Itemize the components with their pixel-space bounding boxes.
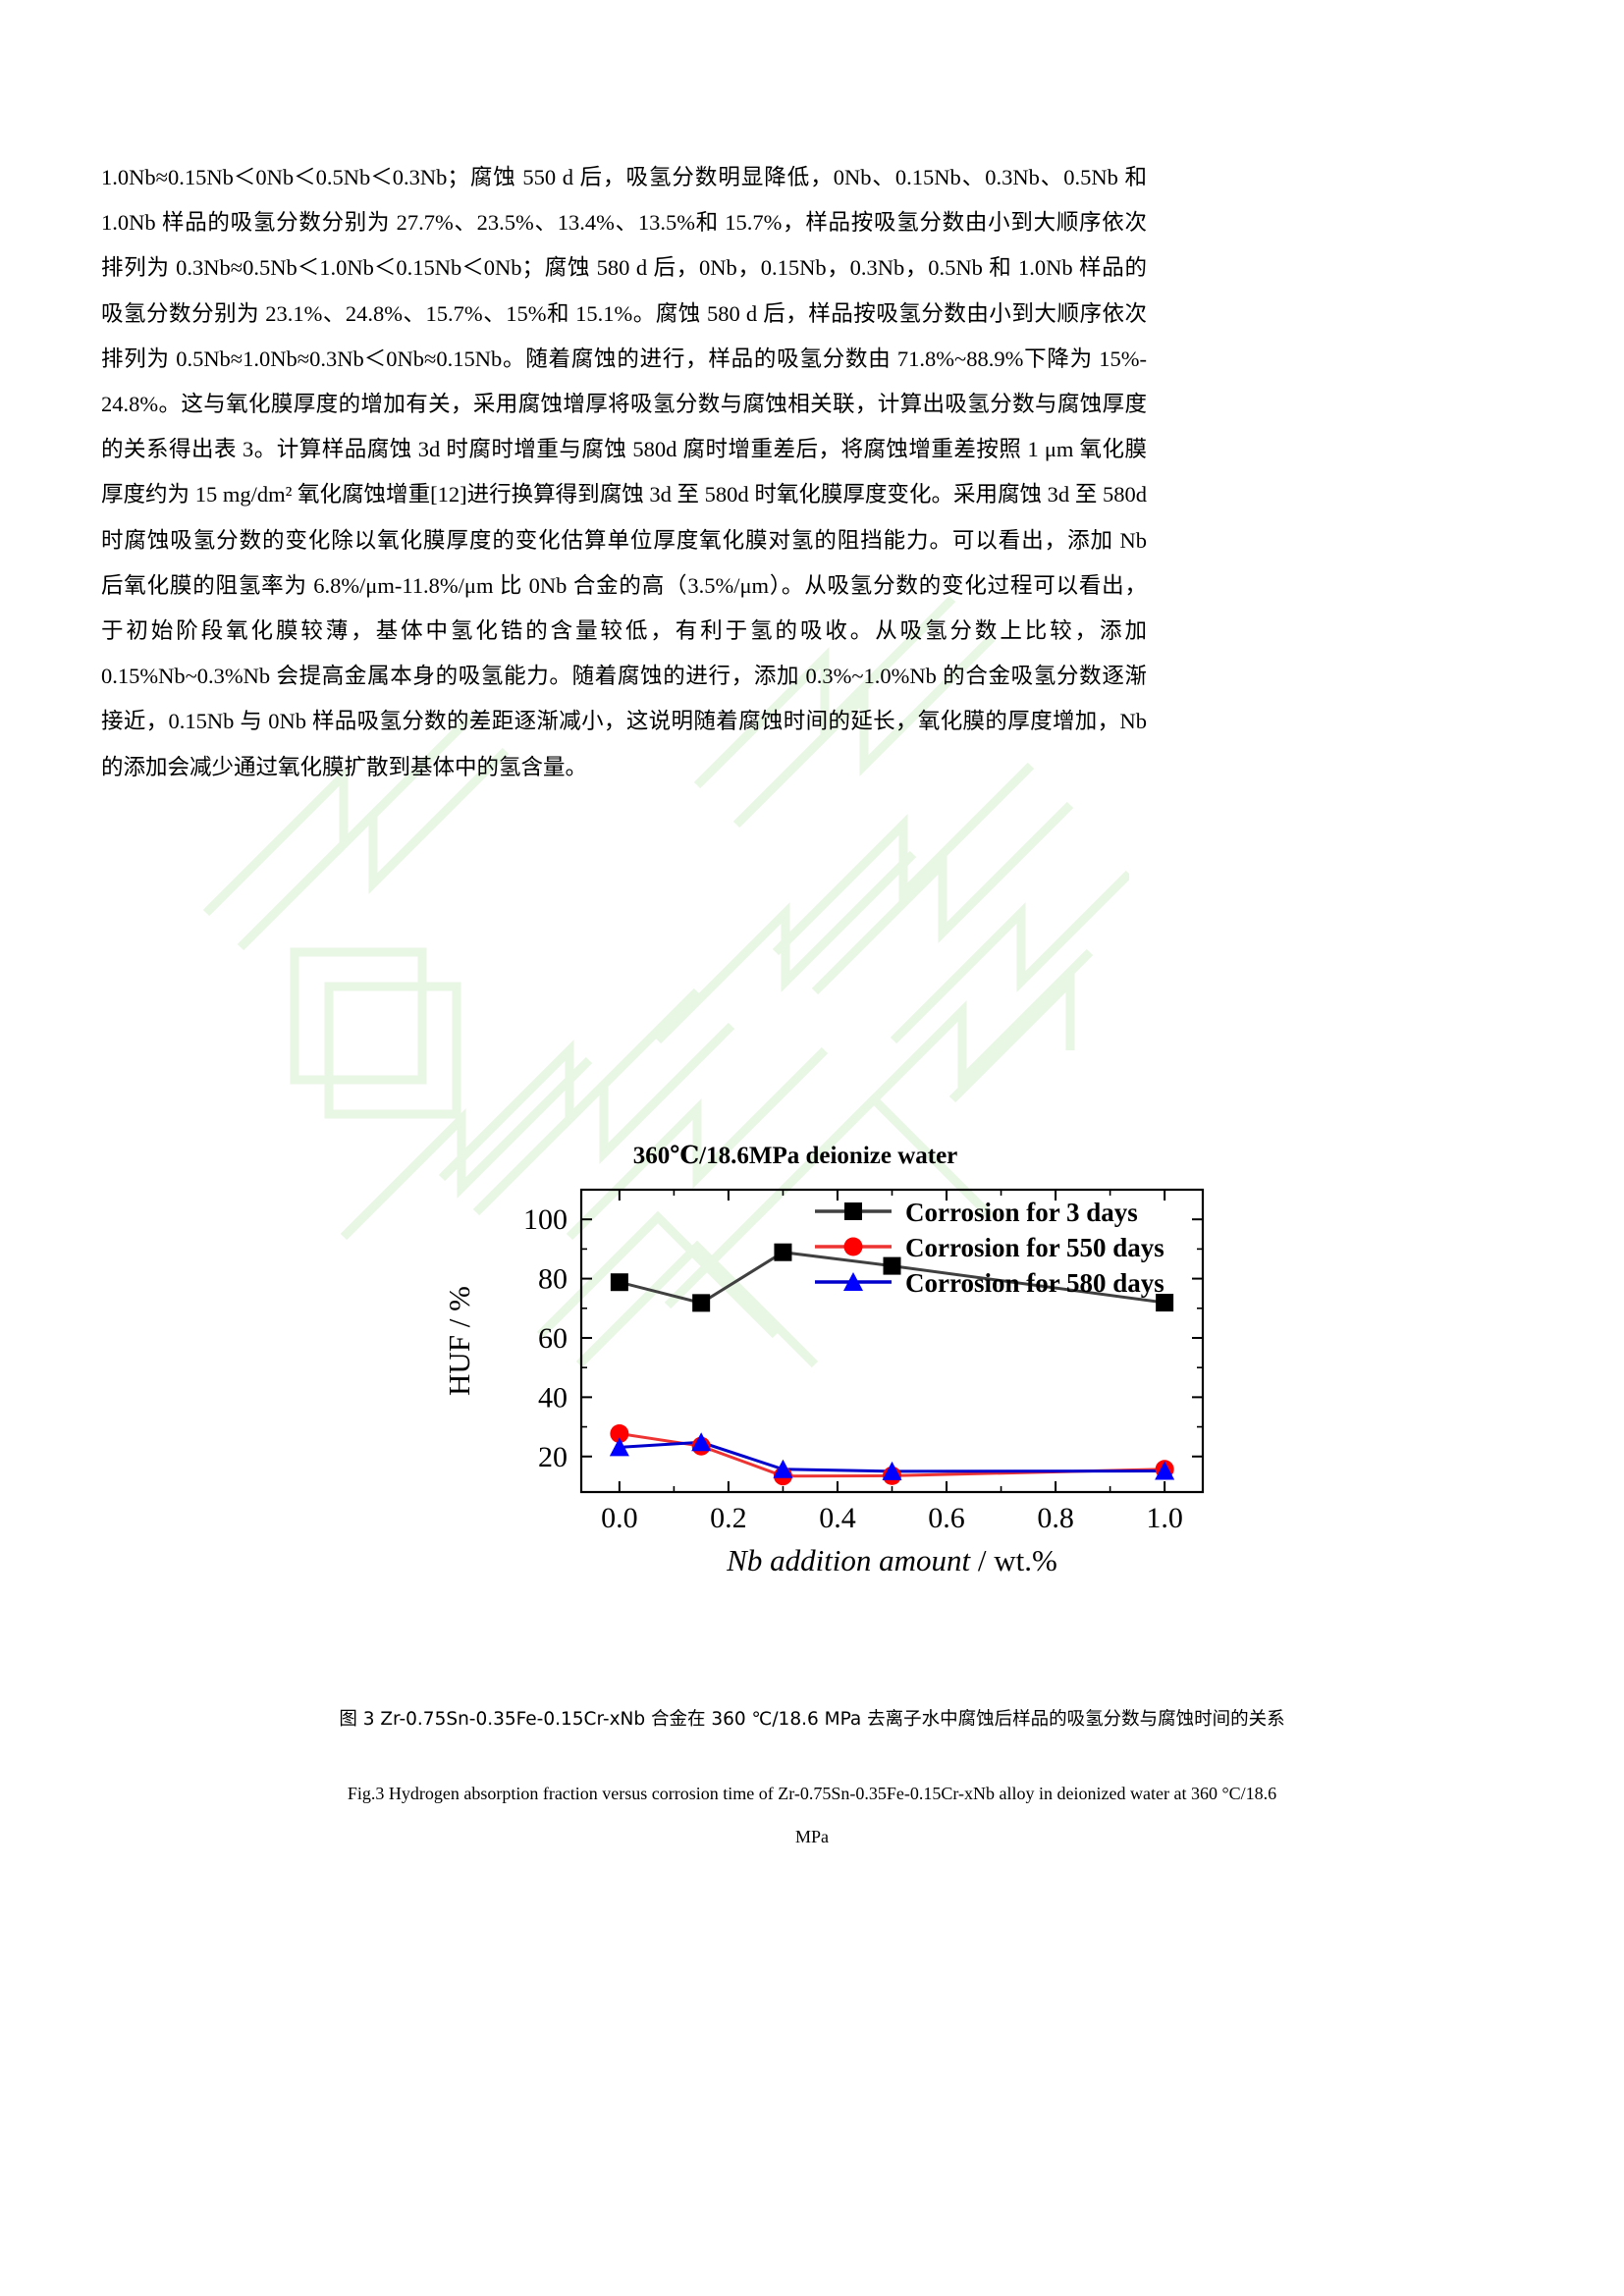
body-line: 接近，0.15Nb 与 0Nb 样品吸氢分数的差距逐渐减小，这说明随着腐蚀时间的… xyxy=(101,709,1147,734)
body-line: 时腐蚀吸氢分数的变化除以氧化膜厚度的变化估算单位厚度氧化膜对氢的阻挡能力。可以看… xyxy=(101,527,1147,553)
legend-entry: Corrosion for 580 days xyxy=(815,1268,1164,1298)
body-line: 于初始阶段氧化膜较薄，基体中氢化锆的含量较低，有利于氢的吸收。从吸氢分数上比较，… xyxy=(101,618,1147,644)
legend-label: Corrosion for 550 days xyxy=(905,1233,1164,1262)
chart-plot-area: 20 40 60 80 100 0.0 0.2 0.4 0.6 0.8 1.0 HUF / % Nb a… xyxy=(353,1168,1237,1577)
data-marker xyxy=(610,1424,629,1444)
body-line: 1.0Nb≈0.15Nb＜0Nb＜0.5Nb＜0.3Nb；腐蚀 550 d 后，… xyxy=(101,165,1147,189)
line-chart: 20 40 60 80 100 0.0 0.2 0.4 0.6 0.8 1.0 HUF / % Nb a… xyxy=(442,1188,1205,1577)
legend-label: Corrosion for 580 days xyxy=(905,1268,1164,1298)
x-tick-label: 0.6 xyxy=(928,1502,965,1534)
body-line: 后氧化膜的阻氢率为 6.8%/μm-11.8%/μm 比 0Nb 合金的高（3.… xyxy=(101,572,1147,598)
y-tick-label: 80 xyxy=(538,1263,568,1296)
figure-caption-cn: 图 3 Zr-0.75Sn-0.35Fe-0.15Cr-xNb 合金在 360 … xyxy=(339,1709,1285,1730)
body-line: 的关系得出表 3。计算样品腐蚀 3d 时腐时增重与腐蚀 580d 腐时增重差后，… xyxy=(101,437,1147,462)
body-line: 1.0Nb 样品的吸氢分数分别为 27.7%、23.5%、13.4%、13.5%… xyxy=(101,210,1147,236)
body-line: 排列为 0.5Nb≈1.0Nb≈0.3Nb＜0Nb≈0.15Nb。随着腐蚀的进行… xyxy=(101,346,1147,371)
data-marker xyxy=(609,1437,629,1457)
data-marker xyxy=(773,1459,793,1478)
data-marker xyxy=(691,1432,712,1452)
data-marker xyxy=(774,1243,792,1261)
data-marker xyxy=(1156,1294,1174,1312)
body-line: 厚度约为 15 mg/dm² 氧化腐蚀增重[12]进行换算得到腐蚀 3d 至 5… xyxy=(101,482,1147,507)
x-axis-label: Nb addition amount / wt.% xyxy=(726,1543,1057,1577)
body-paragraph: 1.0Nb≈0.15Nb＜0Nb＜0.5Nb＜0.3Nb；腐蚀 550 d 后，… xyxy=(101,155,1147,790)
data-marker xyxy=(843,1272,863,1291)
body-line: 排列为 0.3Nb≈0.5Nb＜1.0Nb＜0.15Nb＜0Nb；腐蚀 580 … xyxy=(101,255,1147,281)
data-marker xyxy=(610,1273,628,1292)
chart-title: 360℃/18.6MPa deionize water xyxy=(632,1143,958,1169)
legend-label: Corrosion for 3 days xyxy=(905,1198,1138,1227)
y-axis-label: HUF / % xyxy=(442,1286,476,1396)
data-marker xyxy=(692,1294,711,1312)
x-tick-label: 0.8 xyxy=(1037,1502,1074,1534)
figure-caption-en-line2: MPa xyxy=(794,1827,829,1846)
data-marker xyxy=(1155,1461,1175,1480)
body-line: 的添加会减少通过氧化膜扩散到基体中的氢含量。 xyxy=(101,754,588,779)
data-marker xyxy=(844,1202,862,1220)
legend-entry: Corrosion for 550 days xyxy=(815,1233,1164,1262)
data-series-markers xyxy=(609,1432,1175,1480)
body-line: 吸氢分数分别为 23.1%、24.8%、15.7%、15%和 15.1%。腐蚀 … xyxy=(101,300,1147,326)
data-marker xyxy=(843,1237,863,1256)
y-tick-label: 40 xyxy=(538,1381,568,1414)
x-tick-label: 0.0 xyxy=(601,1502,638,1534)
body-line: 24.8%。这与氧化膜厚度的增加有关，采用腐蚀增厚将吸氢分数与腐蚀相关联，计算出… xyxy=(101,392,1147,417)
data-marker xyxy=(883,1256,901,1275)
x-tick-label: 1.0 xyxy=(1146,1502,1183,1534)
data-marker xyxy=(882,1461,902,1480)
y-tick-label: 100 xyxy=(523,1203,568,1236)
figure-caption-en-line1: Fig.3 Hydrogen absorption fraction versu… xyxy=(347,1784,1277,1803)
y-tick-label: 60 xyxy=(538,1322,568,1355)
y-tick-label: 20 xyxy=(538,1441,568,1473)
body-line: 0.15%Nb~0.3%Nb 会提高金属本身的吸氢能力。随着腐蚀的进行，添加 0… xyxy=(101,664,1147,689)
legend-entry: Corrosion for 3 days xyxy=(815,1198,1138,1227)
x-tick-label: 0.2 xyxy=(710,1502,747,1534)
figure-caption-en: Fig.3 Hydrogen absorption fraction versu… xyxy=(150,1772,1474,1858)
x-tick-label: 0.4 xyxy=(819,1502,856,1534)
figure-3: 360℃/18.6MPa deionize water 20 40 60 80 100 0… xyxy=(353,1141,1237,2122)
